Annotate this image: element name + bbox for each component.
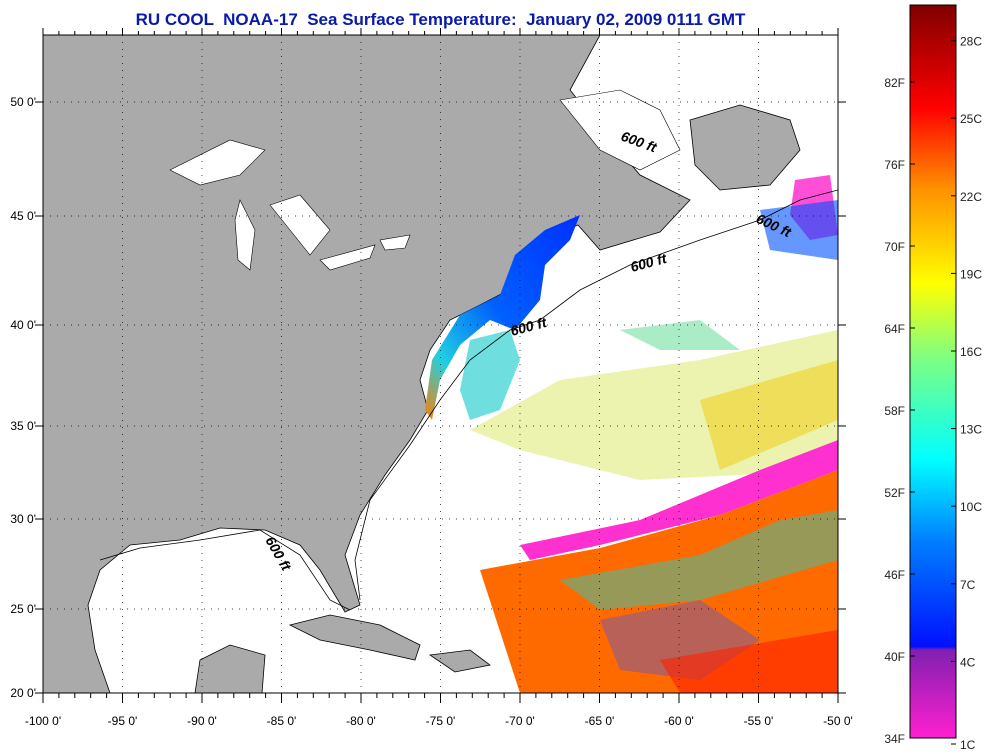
lon-tick-label: -60 0' <box>664 714 694 728</box>
lat-tick-label: 50 0' <box>10 95 36 109</box>
lon-tick-label: -70 0' <box>505 714 535 728</box>
colorbar-f-label: 76F <box>884 158 905 172</box>
land-yucatan <box>194 644 266 693</box>
lat-tick-label: 20 0' <box>10 686 36 700</box>
map-title: RU COOL NOAA-17 Sea Surface Temperature:… <box>135 10 746 29</box>
colorbar-c-label: 28C <box>960 35 982 49</box>
colorbar <box>909 4 957 739</box>
lon-tick-label: -75 0' <box>426 714 456 728</box>
lat-tick-label: 30 0' <box>10 512 36 526</box>
land-hispaniola <box>428 649 491 673</box>
lon-tick-label: -90 0' <box>187 714 217 728</box>
lon-tick-label: -95 0' <box>108 714 138 728</box>
sst-data <box>425 175 838 693</box>
axis-ticks: -100 0' -95 0' -90 0' -85 0' -80 0' -75 0' -70… <box>10 28 853 728</box>
great-lakes <box>169 139 411 271</box>
lon-tick-label: -100 0' <box>25 714 61 728</box>
colorbar-labels: 34F 40F 46F 52F 58F 64F 70F 76F 82F 1C 4C 7C 10C 13C 1… <box>884 35 982 752</box>
land-north-america <box>43 35 691 693</box>
colorbar-f-label: 70F <box>884 240 905 254</box>
colorbar-f-label: 40F <box>884 650 905 664</box>
lon-tick-label: -50 0' <box>823 714 853 728</box>
colorbar-f-label: 34F <box>884 732 905 746</box>
colorbar-f-label: 46F <box>884 568 905 582</box>
graticule <box>43 35 838 693</box>
colorbar-c-label: 16C <box>960 345 982 359</box>
lon-tick-label: -80 0' <box>346 714 376 728</box>
colorbar-c-label: 19C <box>960 267 982 281</box>
colorbar-f-label: 58F <box>884 404 905 418</box>
colorbar-c-label: 1C <box>960 738 976 752</box>
lat-tick-label: 45 0' <box>10 209 36 223</box>
lon-tick-label: -55 0' <box>744 714 774 728</box>
contour-600ft <box>99 189 838 611</box>
lat-tick-label: 25 0' <box>10 602 36 616</box>
colorbar-f-label: 52F <box>884 486 905 500</box>
colorbar-c-label: 10C <box>960 500 982 514</box>
lat-tick-label: 35 0' <box>10 419 36 433</box>
colorbar-c-label: 22C <box>960 190 982 204</box>
colorbar-c-label: 7C <box>960 578 976 592</box>
lat-tick-label: 40 0' <box>10 318 36 332</box>
colorbar-c-label: 13C <box>960 423 982 437</box>
colorbar-c-label: 25C <box>960 112 982 126</box>
lon-tick-label: -85 0' <box>267 714 297 728</box>
colorbar-f-label: 64F <box>884 322 905 336</box>
land-cuba <box>288 614 421 661</box>
gulf-st-lawrence <box>559 89 681 171</box>
lon-tick-label: -65 0' <box>585 714 615 728</box>
colorbar-f-label: 82F <box>884 76 905 90</box>
colorbar-c-label: 4C <box>960 655 976 669</box>
land-newfoundland <box>689 104 801 191</box>
